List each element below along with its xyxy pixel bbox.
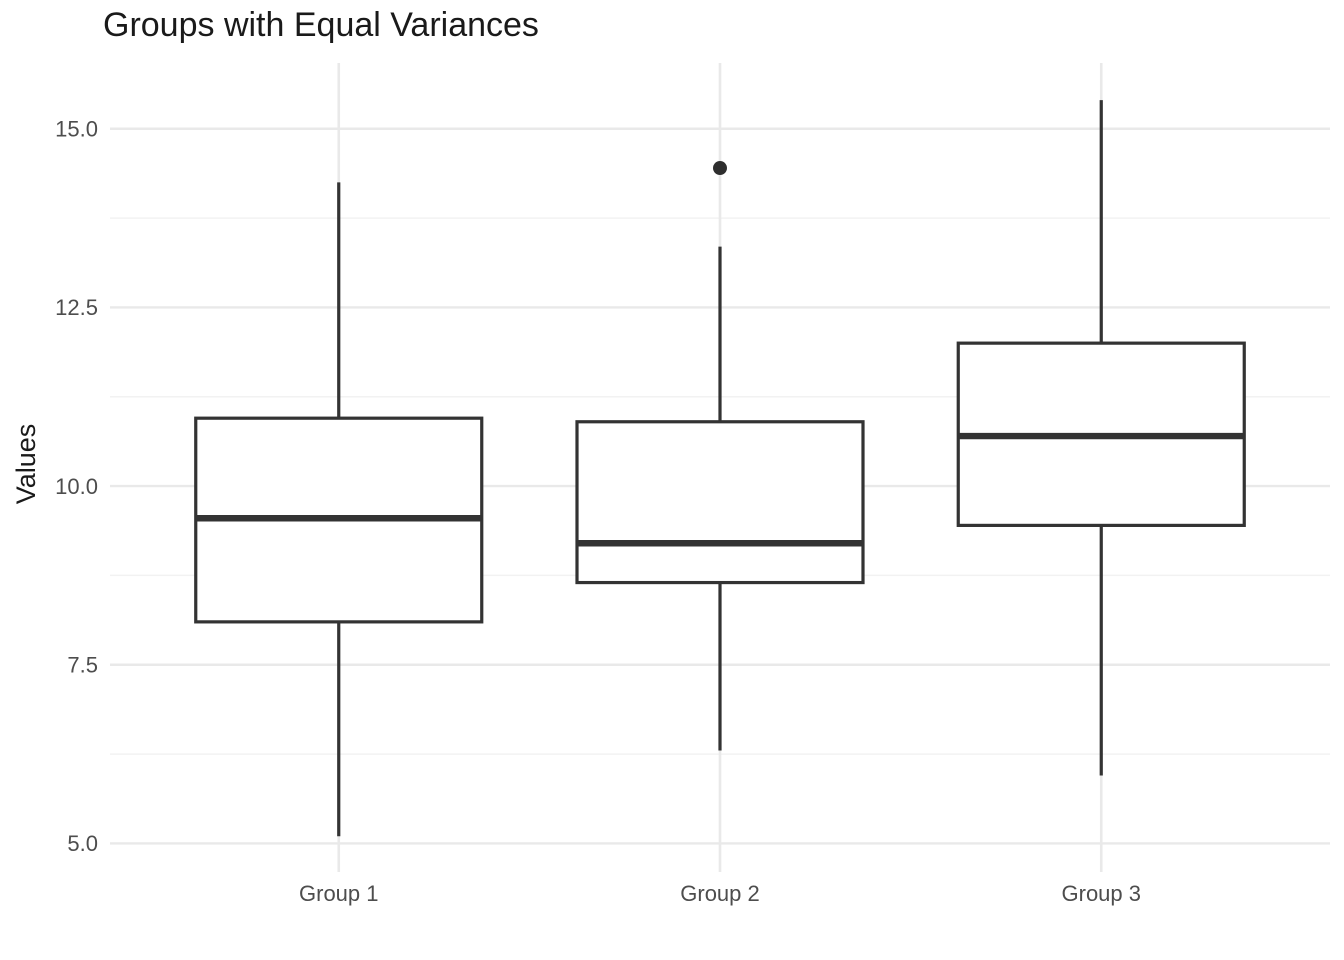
x-category-label: Group 3: [1062, 881, 1142, 906]
chart-title: Groups with Equal Variances: [103, 6, 539, 44]
outlier-point: [713, 161, 727, 176]
y-tick-label: 12.5: [55, 295, 98, 320]
y-axis-title: Values: [10, 423, 41, 505]
box: [575, 420, 865, 585]
y-tick-label: 10.0: [55, 474, 98, 499]
y-tick-label: 15.0: [55, 116, 98, 141]
y-tick-label: 7.5: [67, 652, 98, 677]
x-category-label: Group 1: [299, 881, 379, 906]
y-tick-label: 5.0: [67, 831, 98, 856]
x-category-label: Group 2: [680, 881, 760, 906]
